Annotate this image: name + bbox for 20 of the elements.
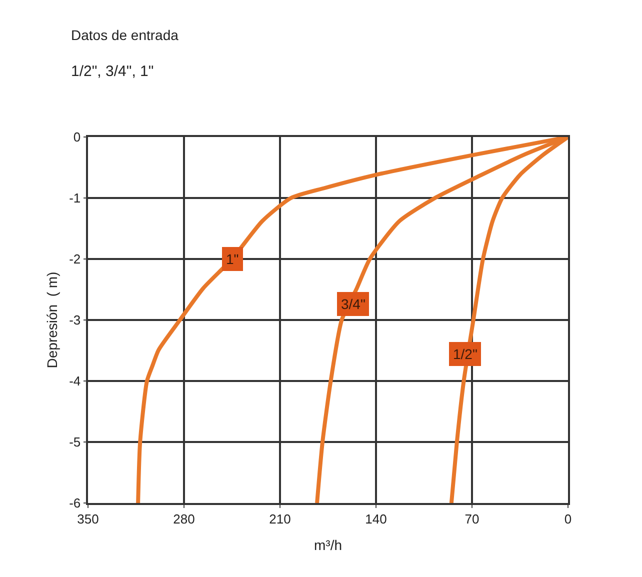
x-tick-label: 280 xyxy=(173,511,195,526)
y-tick-label: -3 xyxy=(69,312,81,328)
chart-subtitle: 1/2", 3/4", 1" xyxy=(71,63,154,80)
y-tick-label: 0 xyxy=(73,130,81,145)
x-tick-label: 70 xyxy=(464,511,480,526)
y-tick-label: -5 xyxy=(69,434,81,450)
annotation: 3/4" xyxy=(341,296,366,312)
y-tick-label: -1 xyxy=(69,190,81,206)
y-tick-label: -6 xyxy=(69,496,81,511)
y-tick-label: -4 xyxy=(69,374,81,389)
annotation: 1/2" xyxy=(453,346,478,362)
chart-title: Datos de entrada xyxy=(71,27,179,43)
y-axis-title: Depresión ( m) xyxy=(44,272,60,368)
x-tick-label: 140 xyxy=(365,511,387,526)
annotation: 1" xyxy=(226,251,239,267)
x-tick-label: 350 xyxy=(77,511,99,526)
x-axis-title: m³/h xyxy=(314,537,342,554)
x-tick-label: 210 xyxy=(269,511,291,526)
x-tick-label: 0 xyxy=(564,511,572,526)
y-tick-label: -2 xyxy=(69,252,81,267)
